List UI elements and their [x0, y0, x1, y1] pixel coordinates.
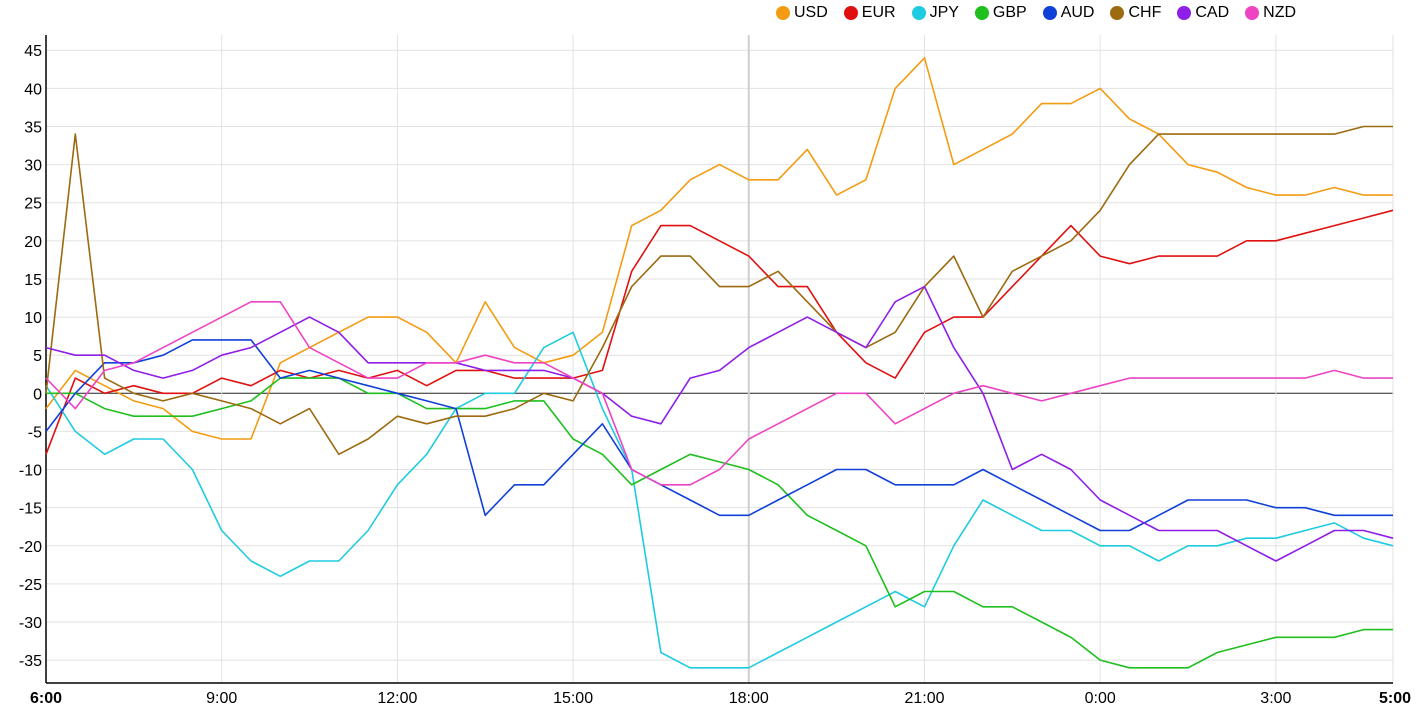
- legend-dot-icon: [843, 6, 858, 20]
- y-tick-label: -10: [19, 463, 42, 480]
- legend-label: NZD: [1263, 4, 1297, 21]
- legend: USD EUR JPY GBP AUD CHF CAD NZD: [776, 4, 1312, 22]
- legend-item-jpy[interactable]: JPY: [911, 4, 959, 22]
- y-tick-label: 15: [24, 272, 42, 289]
- x-tick-label: 0:00: [1085, 690, 1116, 707]
- y-tick-label: 35: [24, 119, 42, 136]
- legend-label: AUD: [1060, 4, 1095, 21]
- series-line-eur: [45, 209, 1394, 455]
- series-line-cad: [45, 285, 1394, 562]
- legend-dot-icon: [776, 6, 790, 20]
- x-tick-label: 9:00: [206, 690, 237, 707]
- y-tick-label: -5: [28, 424, 42, 441]
- legend-item-cad[interactable]: CAD: [1177, 4, 1229, 22]
- y-tick-label: -20: [19, 539, 42, 556]
- y-tick-label: 30: [24, 158, 42, 175]
- legend-label: JPY: [929, 4, 959, 21]
- y-tick-label: -35: [19, 653, 42, 670]
- legend-item-usd[interactable]: USD: [776, 4, 828, 22]
- legend-label: CHF: [1128, 4, 1162, 21]
- legend-item-eur[interactable]: EUR: [843, 4, 896, 22]
- series-line-jpy: [45, 331, 1394, 669]
- y-tick-label: 45: [24, 43, 42, 60]
- series-line-usd: [45, 57, 1393, 440]
- legend-dot-icon: [974, 6, 989, 20]
- legend-dot-icon: [1110, 6, 1125, 20]
- y-tick-label: 10: [24, 310, 42, 327]
- y-tick-label: -25: [19, 577, 42, 594]
- legend-dot-icon: [1177, 6, 1192, 20]
- x-tick-label: 21:00: [904, 690, 944, 707]
- series-line-chf: [45, 125, 1393, 456]
- y-tick-label: 20: [24, 234, 42, 251]
- x-tick-label: 15:00: [553, 690, 593, 707]
- legend-dot-icon: [1042, 6, 1057, 20]
- legend-item-chf[interactable]: CHF: [1110, 4, 1161, 22]
- y-tick-label: 5: [33, 348, 42, 365]
- x-tick-label: 3:00: [1260, 690, 1291, 707]
- series-line-aud: [45, 339, 1393, 532]
- y-tick-label: 40: [24, 81, 42, 98]
- x-tick-label: 5:00: [1379, 690, 1411, 707]
- legend-label: GBP: [992, 4, 1027, 21]
- legend-item-gbp[interactable]: GBP: [974, 4, 1027, 22]
- x-tick-label: 6:00: [30, 690, 62, 707]
- y-tick-label: -15: [19, 501, 42, 518]
- y-tick-label: 25: [24, 196, 42, 213]
- legend-item-nzd[interactable]: NZD: [1245, 4, 1296, 22]
- legend-dot-icon: [911, 6, 926, 20]
- legend-label: USD: [794, 4, 828, 21]
- legend-dot-icon: [1245, 6, 1260, 20]
- x-tick-label: 18:00: [729, 690, 769, 707]
- legend-label: EUR: [861, 4, 896, 21]
- legend-item-aud[interactable]: AUD: [1042, 4, 1095, 22]
- series-line-gbp: [46, 377, 1393, 669]
- y-tick-label: -30: [19, 615, 42, 632]
- series-line-nzd: [45, 300, 1393, 486]
- x-tick-label: 12:00: [377, 690, 417, 707]
- legend-label: CAD: [1195, 4, 1230, 21]
- y-tick-label: 0: [33, 386, 42, 403]
